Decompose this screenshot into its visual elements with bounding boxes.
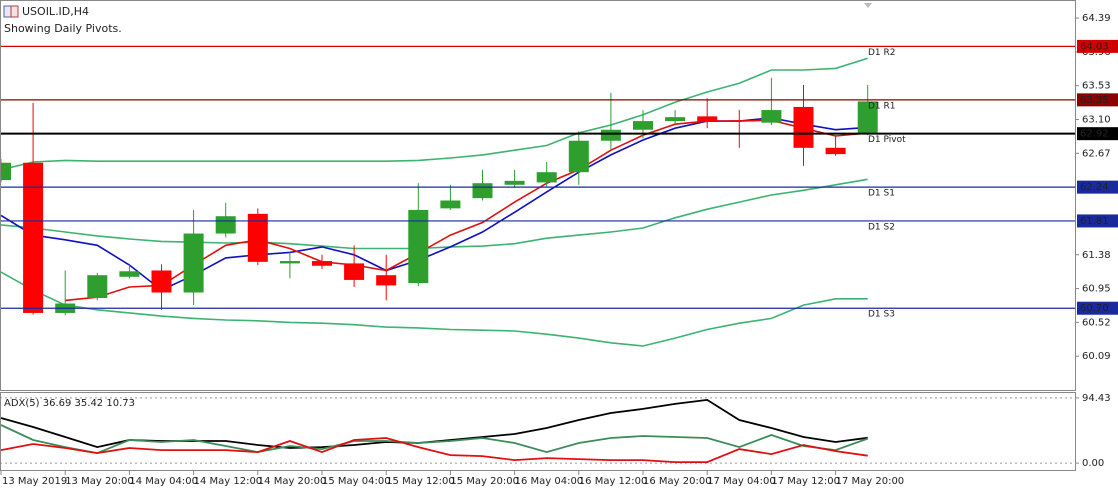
x-tick-label: 14 May 12:00 [194, 476, 263, 487]
price-tag-label: 63.35 [1080, 95, 1109, 106]
indicator-line [0, 57, 868, 171]
candle-body [183, 233, 204, 293]
candle-body [408, 209, 429, 284]
icon-part [10, 5, 19, 18]
y-tick-label: 61.38 [1082, 250, 1111, 261]
candle-body [665, 117, 686, 122]
pivot-label: D1 S3 [868, 310, 895, 320]
indicator-line [0, 178, 868, 250]
main-panel-frame [0, 0, 1076, 391]
candle-body [215, 216, 236, 234]
y-tick-label: 60.95 [1082, 284, 1111, 295]
candle-body [761, 110, 782, 123]
candle-body [0, 162, 11, 181]
x-tick-label: 15 May 20:00 [450, 476, 519, 487]
price-tag [1077, 180, 1118, 194]
price-tag [1077, 39, 1118, 53]
x-tick-label: 14 May 20:00 [258, 476, 327, 487]
candle-body [151, 270, 172, 293]
chart-icon [3, 5, 19, 18]
candle-body [279, 261, 300, 264]
candle-body [119, 271, 140, 277]
pivot-label: D1 Pivot [868, 135, 906, 145]
indicator-line [0, 424, 869, 455]
candle-body [87, 275, 108, 299]
candle-body [344, 263, 365, 280]
price-tag [1077, 127, 1118, 141]
candle-body [440, 200, 461, 209]
candle-body [23, 162, 44, 313]
x-tick-label: 14 May 04:00 [129, 476, 198, 487]
y-tick-label: 0.00 [1082, 458, 1104, 469]
candle-body [536, 172, 557, 183]
x-tick-label: 16 May 12:00 [579, 476, 648, 487]
y-tick-label: 63.53 [1082, 81, 1111, 92]
price-tag-label: 64.03 [1080, 41, 1109, 52]
indicator-line [0, 437, 868, 463]
y-tick-label: 60.52 [1082, 317, 1111, 328]
chart-subtitle: Showing Daily Pivots. [4, 22, 122, 35]
plots: 64.3963.9663.5363.1062.6761.3860.9560.52… [0, 13, 1118, 487]
indicator-line [0, 271, 868, 347]
x-tick-label: 16 May 04:00 [515, 476, 584, 487]
adx-panel-frame [0, 392, 1076, 471]
candle-body [793, 106, 814, 148]
pivot-label: D1 R2 [868, 48, 896, 58]
candle-body [729, 120, 750, 122]
price-tag-label: 62.92 [1080, 129, 1109, 140]
candle-body [312, 261, 332, 266]
candle-body [857, 101, 878, 133]
y-tick-label: 62.67 [1082, 148, 1111, 159]
x-tick-label: 16 May 20:00 [643, 476, 712, 487]
pivot-label: D1 S1 [868, 189, 895, 199]
price-tag [1077, 93, 1118, 107]
x-tick-label: 13 May 20:00 [65, 476, 134, 487]
price-tag-label: 61.81 [1080, 216, 1109, 227]
indicator-title: ADX(5) 36.69 35.42 10.73 [4, 398, 135, 409]
x-tick-label: 15 May 12:00 [386, 476, 455, 487]
x-tick-label: 15 May 04:00 [322, 476, 391, 487]
pivot-label: D1 R1 [868, 101, 896, 111]
y-tick-label: 60.09 [1082, 351, 1111, 362]
price-tag [1077, 301, 1118, 315]
candle-body [376, 275, 397, 286]
price-tag-label: 60.70 [1080, 303, 1109, 314]
chart-title: USOIL.ID,H4 [22, 5, 89, 18]
y-tick-label: 63.10 [1082, 115, 1111, 126]
shift-marker [864, 3, 872, 8]
candle-body [825, 147, 846, 155]
x-tick-label: 13 May 2019 [2, 476, 67, 487]
x-tick-label: 17 May 04:00 [707, 476, 776, 487]
y-tick-label: 64.39 [1082, 13, 1111, 24]
candle-body [504, 180, 525, 185]
candle-body [247, 213, 268, 262]
candle-body [633, 121, 653, 130]
pivot-label: D1 S2 [868, 222, 895, 232]
y-tick-label: 94.43 [1082, 393, 1111, 404]
candle-body [600, 129, 621, 141]
price-tag [1077, 214, 1118, 228]
price-tag-label: 62.24 [1080, 182, 1109, 193]
x-tick-label: 17 May 20:00 [836, 476, 905, 487]
icon-part [3, 5, 12, 18]
candle-body [697, 116, 718, 122]
candle-body [472, 183, 493, 199]
x-tick-label: 17 May 12:00 [771, 476, 840, 487]
candle-body [568, 140, 589, 173]
